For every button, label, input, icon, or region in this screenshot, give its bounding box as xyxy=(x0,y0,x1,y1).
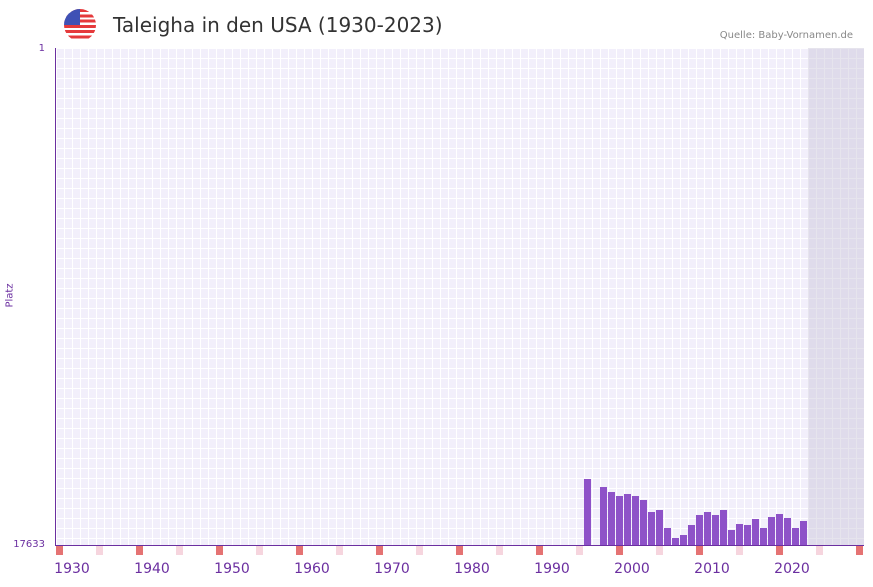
year-marker xyxy=(656,546,663,555)
x-tick-label: 1990 xyxy=(534,561,570,577)
bar-2001[interactable] xyxy=(640,500,647,545)
bar-1998[interactable] xyxy=(616,496,623,545)
bar-2017[interactable] xyxy=(768,517,775,545)
bar-1999[interactable] xyxy=(624,494,631,545)
year-marker xyxy=(496,546,503,555)
bar-2019[interactable] xyxy=(784,518,791,545)
bar-2008[interactable] xyxy=(696,515,703,545)
bar-2006[interactable] xyxy=(680,535,687,545)
bar-2002[interactable] xyxy=(648,512,655,545)
bar-1997[interactable] xyxy=(608,492,615,545)
x-tick-label: 1970 xyxy=(374,561,410,577)
bar-2015[interactable] xyxy=(752,519,759,545)
x-axis xyxy=(55,545,864,546)
bar-1996[interactable] xyxy=(600,487,607,545)
y-tick-bottom: 17633 xyxy=(13,539,45,550)
year-marker xyxy=(296,546,303,555)
bar-2018[interactable] xyxy=(776,514,783,545)
year-marker xyxy=(56,546,63,555)
year-marker xyxy=(336,546,343,555)
year-marker xyxy=(816,546,823,555)
year-marker xyxy=(456,546,463,555)
year-marker xyxy=(136,546,143,555)
bar-2000[interactable] xyxy=(632,496,639,545)
year-marker xyxy=(856,546,863,555)
bar-2013[interactable] xyxy=(736,524,743,545)
bar-2004[interactable] xyxy=(664,528,671,545)
x-tick-label: 1950 xyxy=(214,561,250,577)
y-tick-top: 1 xyxy=(38,43,45,54)
source-label: Quelle: Baby-Vornamen.de xyxy=(719,30,853,41)
bar-2010[interactable] xyxy=(712,515,719,545)
x-tick-label: 1930 xyxy=(54,561,90,577)
bar-2005[interactable] xyxy=(672,538,679,545)
bar-2012[interactable] xyxy=(728,530,735,545)
bar-2021[interactable] xyxy=(800,521,807,545)
bar-2009[interactable] xyxy=(704,512,711,545)
bar-2007[interactable] xyxy=(688,525,695,545)
future-shade xyxy=(808,48,864,545)
y-axis-label: Platz xyxy=(4,283,16,308)
year-marker xyxy=(616,546,623,555)
year-marker xyxy=(696,546,703,555)
year-marker xyxy=(216,546,223,555)
year-marker xyxy=(736,546,743,555)
x-tick-label: 1960 xyxy=(294,561,330,577)
year-marker xyxy=(536,546,543,555)
bar-1994[interactable] xyxy=(584,479,591,545)
y-axis xyxy=(55,48,56,546)
year-marker xyxy=(256,546,263,555)
us-flag-icon xyxy=(64,9,96,41)
year-marker xyxy=(416,546,423,555)
x-tick-label: 2010 xyxy=(694,561,730,577)
year-marker xyxy=(576,546,583,555)
bar-2014[interactable] xyxy=(744,525,751,545)
bar-2020[interactable] xyxy=(792,528,799,545)
x-tick-label: 1980 xyxy=(454,561,490,577)
bar-2016[interactable] xyxy=(760,528,767,545)
bar-2003[interactable] xyxy=(656,510,663,545)
year-marker xyxy=(376,546,383,555)
year-marker xyxy=(776,546,783,555)
year-marker xyxy=(96,546,103,555)
bar-2011[interactable] xyxy=(720,510,727,545)
chart-title: Taleigha in den USA (1930-2023) xyxy=(113,13,443,37)
year-marker xyxy=(176,546,183,555)
x-tick-label: 2000 xyxy=(614,561,650,577)
x-tick-label: 1940 xyxy=(134,561,170,577)
x-tick-label: 2020 xyxy=(774,561,810,577)
plot-area xyxy=(56,48,864,545)
